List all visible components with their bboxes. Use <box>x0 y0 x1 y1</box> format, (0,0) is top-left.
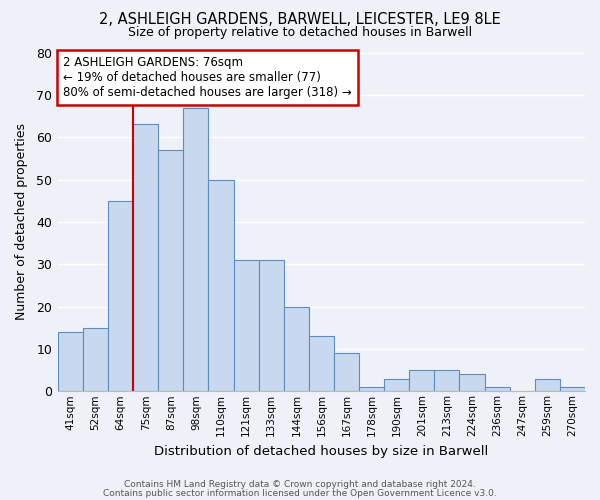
Bar <box>309 336 334 392</box>
Bar <box>384 378 409 392</box>
Bar <box>409 370 434 392</box>
Text: Size of property relative to detached houses in Barwell: Size of property relative to detached ho… <box>128 26 472 39</box>
Bar <box>184 108 208 392</box>
Bar <box>259 260 284 392</box>
X-axis label: Distribution of detached houses by size in Barwell: Distribution of detached houses by size … <box>154 444 488 458</box>
Text: Contains HM Land Registry data © Crown copyright and database right 2024.: Contains HM Land Registry data © Crown c… <box>124 480 476 489</box>
Bar <box>58 332 83 392</box>
Bar <box>359 387 384 392</box>
Bar <box>158 150 184 392</box>
Text: 2 ASHLEIGH GARDENS: 76sqm
← 19% of detached houses are smaller (77)
80% of semi-: 2 ASHLEIGH GARDENS: 76sqm ← 19% of detac… <box>63 56 352 99</box>
Bar <box>208 180 233 392</box>
Text: 2, ASHLEIGH GARDENS, BARWELL, LEICESTER, LE9 8LE: 2, ASHLEIGH GARDENS, BARWELL, LEICESTER,… <box>99 12 501 28</box>
Bar <box>233 260 259 392</box>
Bar <box>334 353 359 392</box>
Bar <box>108 200 133 392</box>
Y-axis label: Number of detached properties: Number of detached properties <box>15 124 28 320</box>
Bar <box>560 387 585 392</box>
Bar <box>535 378 560 392</box>
Bar <box>460 374 485 392</box>
Bar <box>434 370 460 392</box>
Bar <box>485 387 509 392</box>
Bar <box>133 124 158 392</box>
Bar <box>83 328 108 392</box>
Bar <box>284 306 309 392</box>
Text: Contains public sector information licensed under the Open Government Licence v3: Contains public sector information licen… <box>103 489 497 498</box>
